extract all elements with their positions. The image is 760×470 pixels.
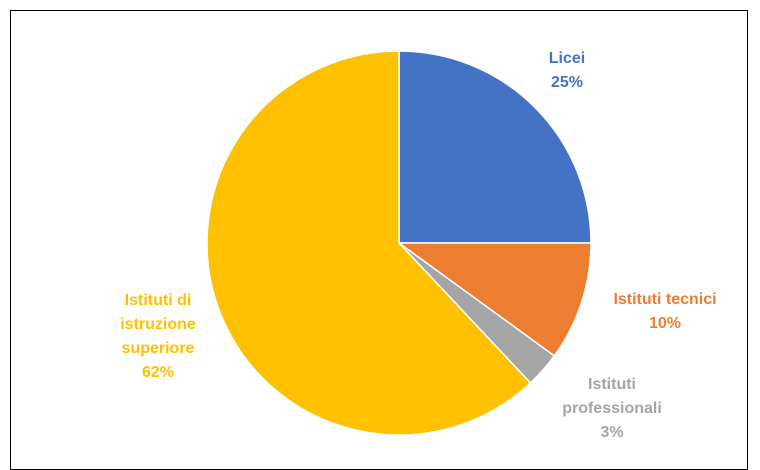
pie-slice-licei bbox=[398, 50, 592, 244]
slice-label-line: istruzione bbox=[120, 316, 196, 333]
slice-label-line: professionali bbox=[562, 400, 662, 417]
slice-label-line: Istituti di bbox=[125, 292, 192, 309]
slice-label-istituti-di-istruzione-superiore: Istituti di istruzione superiore 62% bbox=[120, 292, 196, 381]
slice-label-line: Licei bbox=[549, 50, 585, 67]
slice-label-line: Istituti bbox=[588, 376, 636, 393]
pie-slice-istituti-di-istruzione-superiore bbox=[206, 50, 532, 436]
slice-label-licei: Licei 25% bbox=[549, 50, 585, 91]
slice-label-line: 3% bbox=[600, 424, 623, 441]
slice-label-istituti-professionali: Istituti professionali 3% bbox=[562, 376, 662, 441]
slice-label-line: 10% bbox=[649, 315, 681, 332]
slice-label-line: 62% bbox=[142, 364, 174, 381]
pie-labels: Licei 25% Istituti tecnici 10% Istituti profe… bbox=[120, 50, 716, 441]
slice-label-line: superiore bbox=[122, 340, 195, 357]
slice-label-istituti-tecnici: Istituti tecnici 10% bbox=[613, 291, 716, 332]
pie-slice-istituti-tecnici bbox=[396, 242, 592, 357]
pie-slices bbox=[206, 50, 592, 436]
slice-label-line: Istituti tecnici bbox=[613, 291, 716, 308]
slice-label-line: 25% bbox=[551, 74, 583, 91]
